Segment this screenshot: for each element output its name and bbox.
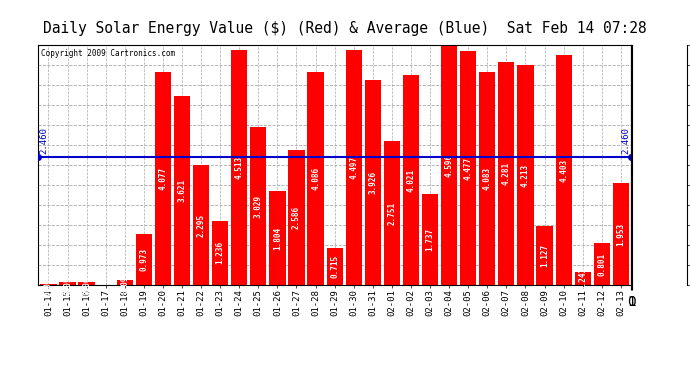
Text: 0.054: 0.054 — [63, 272, 72, 295]
Text: 4.513: 4.513 — [235, 156, 244, 179]
Text: 0.090: 0.090 — [120, 271, 129, 294]
Bar — [193, 165, 209, 285]
Text: 1.737: 1.737 — [426, 228, 435, 251]
Bar — [40, 284, 57, 285]
Bar — [441, 45, 457, 285]
Text: 3.029: 3.029 — [254, 194, 263, 217]
Text: 2.460: 2.460 — [39, 127, 48, 154]
Text: 0.973: 0.973 — [139, 248, 148, 271]
Text: 3.621: 3.621 — [177, 179, 186, 202]
Bar — [155, 72, 171, 285]
Bar — [250, 127, 266, 285]
Text: 0.801: 0.801 — [598, 252, 607, 276]
Bar — [384, 141, 400, 285]
Text: 0.243: 0.243 — [578, 267, 587, 290]
Bar — [288, 150, 304, 285]
Text: 4.077: 4.077 — [159, 167, 168, 190]
Text: 1.236: 1.236 — [216, 241, 225, 264]
Text: Daily Solar Energy Value ($) (Red) & Average (Blue)  Sat Feb 14 07:28: Daily Solar Energy Value ($) (Red) & Ave… — [43, 21, 647, 36]
Bar — [365, 80, 381, 285]
Text: Copyright 2009 Cartronics.com: Copyright 2009 Cartronics.com — [41, 49, 175, 58]
Text: 4.477: 4.477 — [464, 157, 473, 180]
Bar — [536, 226, 553, 285]
Text: 4.596: 4.596 — [444, 153, 453, 177]
Bar — [613, 183, 629, 285]
Text: 4.021: 4.021 — [406, 168, 415, 192]
Bar — [346, 50, 362, 285]
Bar — [460, 51, 476, 285]
Text: 1.804: 1.804 — [273, 226, 282, 249]
Bar — [117, 280, 133, 285]
Bar — [422, 194, 438, 285]
Text: 4.497: 4.497 — [349, 156, 358, 179]
Text: 2.295: 2.295 — [197, 214, 206, 237]
Bar — [518, 65, 533, 285]
Bar — [498, 62, 515, 285]
Text: 1.127: 1.127 — [540, 244, 549, 267]
Bar — [479, 72, 495, 285]
Bar — [593, 243, 610, 285]
Text: 4.086: 4.086 — [311, 167, 320, 190]
Text: 2.460: 2.460 — [622, 127, 631, 154]
Bar — [269, 191, 286, 285]
Bar — [212, 220, 228, 285]
Bar — [136, 234, 152, 285]
Bar — [79, 282, 95, 285]
Text: 0.063: 0.063 — [82, 272, 91, 295]
Bar — [575, 272, 591, 285]
Text: 3.926: 3.926 — [368, 171, 377, 194]
Text: 0.018: 0.018 — [44, 273, 53, 296]
Text: 4.281: 4.281 — [502, 162, 511, 185]
Bar — [59, 282, 76, 285]
Text: 4.213: 4.213 — [521, 164, 530, 187]
Bar — [231, 50, 247, 285]
Text: 4.083: 4.083 — [483, 167, 492, 190]
Bar — [403, 75, 419, 285]
Bar — [326, 248, 343, 285]
Text: 2.751: 2.751 — [387, 202, 396, 225]
Text: 1.953: 1.953 — [616, 222, 625, 246]
Text: 0.715: 0.715 — [330, 255, 339, 278]
Text: 4.403: 4.403 — [559, 159, 568, 182]
Bar — [174, 96, 190, 285]
Bar — [308, 72, 324, 285]
Bar — [555, 55, 572, 285]
Text: 2.586: 2.586 — [292, 206, 301, 229]
